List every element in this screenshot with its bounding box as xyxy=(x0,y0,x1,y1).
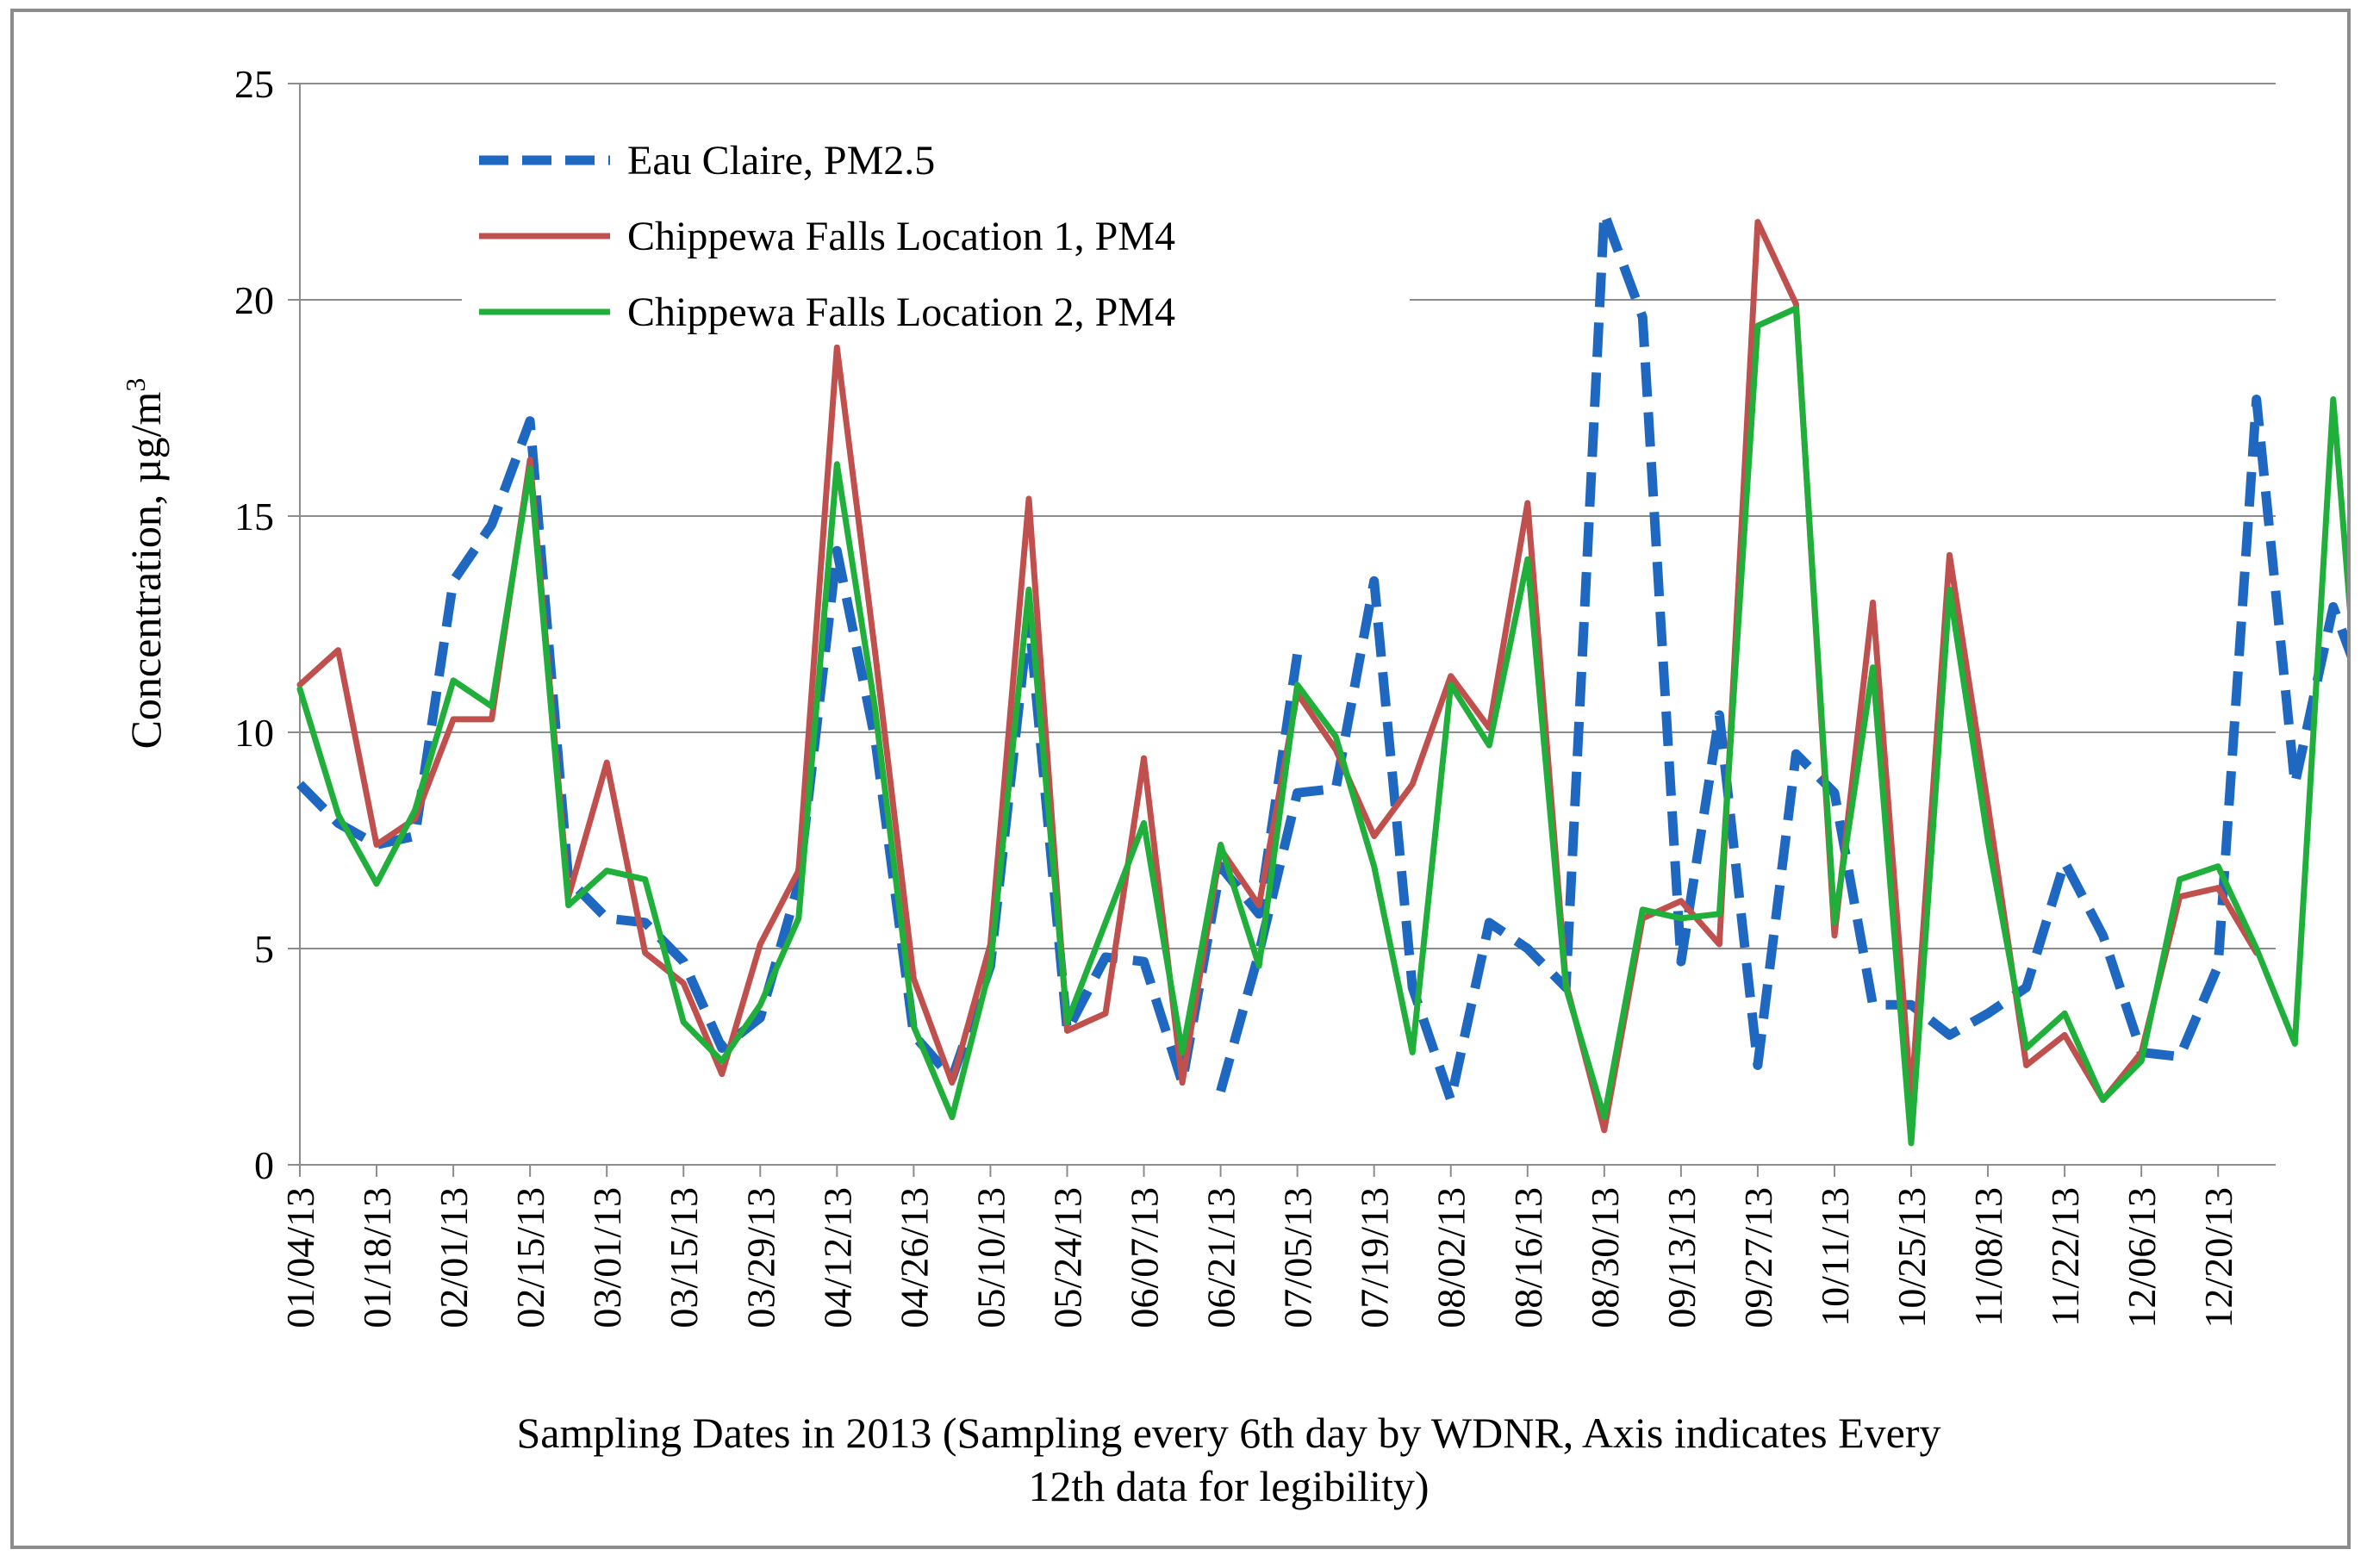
y-axis-title: Concentration, µg/m3 xyxy=(120,378,170,750)
x-tick-label: 07/19/13 xyxy=(1353,1187,1397,1328)
x-tick-label: 08/02/13 xyxy=(1430,1187,1473,1328)
legend-label-2: Chippewa Falls Location 1, PM4 xyxy=(627,214,1175,259)
y-axis-title-superscript: 3 xyxy=(120,378,151,392)
x-tick-label: 11/08/13 xyxy=(1966,1187,2010,1327)
x-tick-label: 07/05/13 xyxy=(1276,1187,1320,1328)
legend-label-3: Chippewa Falls Location 2, PM4 xyxy=(627,289,1175,335)
x-axis-title-line-2: 12th data for legibility) xyxy=(1028,1462,1429,1510)
x-tick-label: 01/04/13 xyxy=(278,1187,322,1328)
x-tick-label: 02/15/13 xyxy=(508,1187,552,1328)
y-tick-label: 20 xyxy=(234,278,274,322)
x-tick-label: 08/16/13 xyxy=(1506,1187,1550,1328)
x-tick-label: 06/21/13 xyxy=(1199,1187,1243,1328)
y-tick-label: 5 xyxy=(254,927,274,971)
x-tick-label: 10/25/13 xyxy=(1890,1187,1934,1328)
chart-frame: 0 5 10 15 20 25 01/04/13 01/18/13 02/01/13 02/15… xyxy=(10,9,2351,1549)
x-tick-label: 04/12/13 xyxy=(815,1187,859,1328)
x-tick-label: 04/26/13 xyxy=(892,1187,936,1328)
x-tick-label: 11/22/13 xyxy=(2043,1187,2087,1327)
axis-titles: Concentration, µg/m3 Sampling Dates in 2… xyxy=(120,378,1941,1510)
x-tick-label: 09/13/13 xyxy=(1660,1187,1704,1328)
series-3-line xyxy=(296,305,2347,1147)
x-tick-label: 02/01/13 xyxy=(432,1187,476,1328)
x-tick-label: 03/29/13 xyxy=(738,1187,782,1328)
x-tick-label: 12/20/13 xyxy=(2196,1187,2240,1328)
series-3 xyxy=(296,305,2347,1147)
series-1 xyxy=(296,208,2347,1105)
x-tick-labels: 01/04/13 01/18/13 02/01/13 02/15/13 03/01/13… xyxy=(278,1187,2240,1328)
x-tick-label: 08/30/13 xyxy=(1583,1187,1627,1328)
axes xyxy=(288,83,2276,1177)
x-tick-label: 03/01/13 xyxy=(585,1187,629,1328)
x-tick-label: 05/24/13 xyxy=(1045,1187,1089,1328)
y-tick-label: 10 xyxy=(234,711,274,755)
x-tick-label: 03/15/13 xyxy=(662,1187,706,1328)
x-tick-label: 10/11/13 xyxy=(1813,1187,1857,1327)
y-tick-label: 25 xyxy=(234,62,274,106)
legend: Eau Claire, PM2.5 Chippewa Falls Location… xyxy=(462,121,1410,345)
x-tick-label: 09/27/13 xyxy=(1736,1187,1780,1328)
y-tick-label: 0 xyxy=(254,1143,274,1187)
x-axis-title-line-1: Sampling Dates in 2013 (Sampling every 6… xyxy=(516,1409,1940,1457)
y-axis-title-text: Concentration, µg/m xyxy=(121,391,170,749)
legend-label-1: Eau Claire, PM2.5 xyxy=(627,138,935,184)
y-tick-labels: 0 5 10 15 20 25 xyxy=(234,62,274,1187)
x-tick-label: 12/06/13 xyxy=(2120,1187,2164,1328)
line-chart: 0 5 10 15 20 25 01/04/13 01/18/13 02/01/13 02/15… xyxy=(120,62,2347,1510)
series-1-line xyxy=(1216,208,2347,1105)
series-lines xyxy=(296,208,2347,1147)
legend-background xyxy=(462,121,1410,345)
x-tick-label: 06/07/13 xyxy=(1123,1187,1167,1328)
x-tick-label: 05/10/13 xyxy=(969,1187,1012,1328)
x-tick-label: 01/18/13 xyxy=(355,1187,399,1328)
y-tick-label: 15 xyxy=(234,495,274,538)
series-1-line xyxy=(296,416,1303,1088)
